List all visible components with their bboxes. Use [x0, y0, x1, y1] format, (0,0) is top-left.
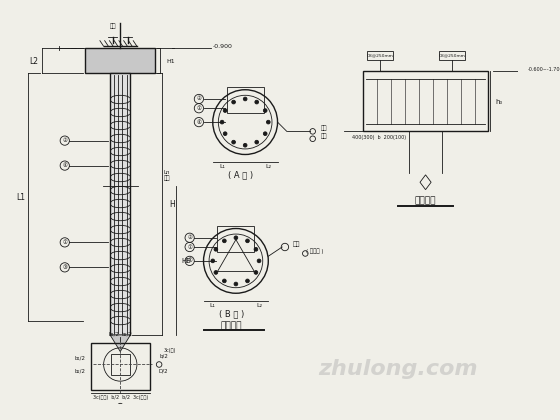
Text: L₁: L₁ — [210, 303, 216, 308]
Text: 3c(净): 3c(净) — [164, 348, 176, 353]
Text: D/2: D/2 — [159, 368, 169, 373]
Circle shape — [243, 143, 247, 147]
Text: b₁/2: b₁/2 — [108, 331, 119, 336]
Text: ②: ② — [187, 235, 192, 240]
Bar — [363, 71, 488, 131]
Text: L2: L2 — [30, 57, 39, 66]
Circle shape — [257, 259, 261, 263]
Bar — [91, 343, 150, 391]
Text: Ln: Ln — [164, 170, 170, 175]
Circle shape — [254, 247, 258, 251]
Text: zhulong.com: zhulong.com — [318, 359, 478, 379]
Text: ①: ① — [187, 244, 192, 249]
Text: b₂/2: b₂/2 — [122, 331, 132, 336]
Text: 400(300)  b  200(100): 400(300) b 200(100) — [352, 135, 407, 140]
Circle shape — [223, 109, 227, 113]
Text: ②: ② — [62, 138, 67, 143]
Text: H1: H1 — [166, 58, 175, 63]
Circle shape — [263, 132, 267, 136]
Polygon shape — [110, 335, 130, 352]
Text: L₁: L₁ — [219, 164, 225, 169]
Text: -0.600~-1.700: -0.600~-1.700 — [528, 67, 560, 72]
Circle shape — [243, 97, 247, 101]
Text: H: H — [169, 200, 175, 209]
Circle shape — [234, 236, 238, 239]
Text: 配筋大样: 配筋大样 — [221, 321, 242, 330]
Text: 加密: 加密 — [292, 241, 300, 247]
Text: C8@250mm: C8@250mm — [439, 53, 466, 58]
Circle shape — [246, 239, 249, 243]
Circle shape — [267, 120, 270, 124]
Circle shape — [211, 259, 214, 263]
Bar — [440, 51, 465, 60]
Circle shape — [232, 100, 235, 104]
Circle shape — [214, 247, 218, 251]
Text: h₀: h₀ — [496, 99, 503, 105]
Circle shape — [254, 270, 258, 274]
Text: 3c(净距)  b/2  b/2  3c(净距): 3c(净距) b/2 b/2 3c(净距) — [92, 395, 148, 400]
Circle shape — [263, 109, 267, 113]
Text: ①: ① — [197, 106, 202, 111]
Text: b₁/2: b₁/2 — [74, 355, 85, 360]
Text: L₂: L₂ — [256, 303, 262, 308]
Circle shape — [232, 140, 235, 144]
Text: ①: ① — [62, 240, 67, 245]
Bar — [111, 354, 129, 375]
Text: L₂: L₂ — [265, 164, 271, 169]
Circle shape — [222, 279, 226, 283]
Text: 间距: 间距 — [164, 176, 170, 181]
Circle shape — [222, 239, 226, 243]
Circle shape — [255, 100, 259, 104]
Text: ④: ④ — [197, 120, 202, 125]
Text: ②: ② — [197, 97, 202, 102]
Circle shape — [214, 270, 218, 274]
Text: b₂/2: b₂/2 — [74, 368, 85, 373]
Circle shape — [234, 282, 238, 286]
Circle shape — [220, 120, 224, 124]
Text: C8@250mm: C8@250mm — [367, 53, 394, 58]
Text: b/2: b/2 — [159, 354, 168, 359]
Text: ( B 剖 ): ( B 剖 ) — [218, 309, 244, 318]
Bar — [110, 73, 130, 335]
Text: 锚固: 锚固 — [110, 23, 116, 29]
Bar — [367, 51, 393, 60]
Bar — [217, 226, 254, 252]
Bar — [227, 87, 264, 113]
Bar — [85, 48, 156, 73]
Circle shape — [223, 132, 227, 136]
Circle shape — [246, 279, 249, 283]
Circle shape — [255, 140, 259, 144]
Text: 箍筋: 箍筋 — [320, 133, 327, 139]
Text: HE: HE — [181, 258, 191, 264]
Text: ④: ④ — [62, 163, 67, 168]
Text: ( 加密区 ): ( 加密区 ) — [306, 248, 323, 254]
Text: L1: L1 — [16, 192, 25, 202]
Text: ③: ③ — [62, 265, 67, 270]
Text: -0.900: -0.900 — [213, 44, 232, 49]
Text: ④: ④ — [187, 258, 192, 263]
Text: ( A 剖 ): ( A 剖 ) — [228, 171, 253, 179]
Text: 钢筋: 钢筋 — [320, 126, 327, 131]
Text: 桶帽大样: 桶帽大样 — [415, 196, 436, 205]
